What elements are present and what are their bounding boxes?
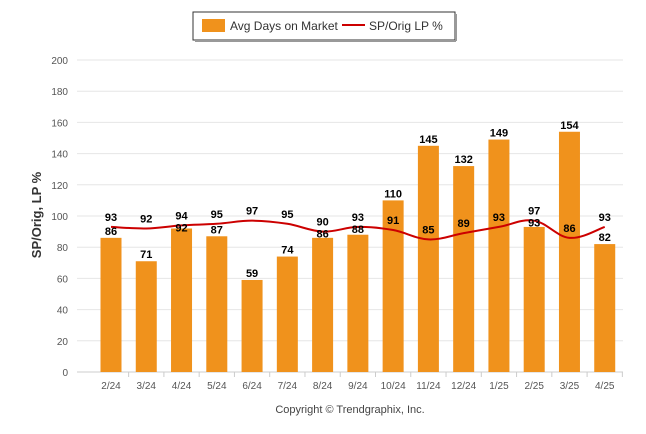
- bars: [100, 131, 616, 372]
- x-tick-label: 7/24: [278, 381, 298, 392]
- y-tick-label: 200: [51, 56, 68, 67]
- x-tick-label: 3/24: [137, 381, 157, 392]
- bar: [312, 237, 334, 372]
- legend-box: [192, 11, 456, 41]
- line-value-label: 97: [528, 206, 540, 218]
- x-tick-label: 4/25: [595, 381, 615, 392]
- bar-value-label: 132: [454, 154, 472, 166]
- bar: [171, 228, 193, 372]
- legend-label-bar: Avg Days on Market: [230, 19, 338, 33]
- x-tick-label: 1/25: [489, 381, 509, 392]
- x-tick-label: 8/24: [313, 381, 333, 392]
- bar-value-label: 82: [599, 232, 611, 244]
- y-tick-label: 60: [57, 274, 69, 285]
- bar: [347, 234, 369, 372]
- bar: [100, 237, 122, 372]
- bar-value-label: 110: [384, 188, 402, 200]
- y-tick-label: 100: [51, 212, 68, 223]
- legend: Avg Days on Market SP/Orig LP %: [192, 11, 457, 42]
- y-axis-ticks: 0 20 40 60 80 100 120 140 160 180 200: [51, 56, 68, 379]
- bar: [276, 256, 298, 372]
- bar-value-label: 88: [352, 224, 364, 236]
- legend-label-line: SP/Orig LP %: [369, 19, 443, 33]
- y-tick-label: 160: [51, 118, 68, 129]
- legend-swatch-bar: [202, 19, 225, 32]
- line-value-label: 95: [211, 209, 223, 221]
- line-value-label: 92: [140, 213, 152, 225]
- x-tick-label: 4/24: [172, 381, 192, 392]
- bar: [594, 244, 616, 372]
- line-series-path: [110, 219, 606, 241]
- bar: [206, 236, 228, 372]
- bar-value-label: 86: [316, 229, 328, 241]
- bar: [241, 279, 263, 372]
- bar-value-label: 71: [140, 249, 152, 261]
- x-tick-label: 11/24: [416, 381, 441, 392]
- bar: [135, 261, 157, 372]
- bar-value-label: 154: [560, 120, 579, 132]
- x-axis-ticks: 2/24 3/24 4/24 5/24 6/24 7/24 8/24 9/24 10/24 11/…: [101, 372, 623, 392]
- bar: [558, 131, 580, 372]
- y-tick-label: 0: [62, 368, 68, 379]
- line-value-label: 95: [281, 209, 293, 221]
- bar: [523, 226, 545, 372]
- x-tick-label: 6/24: [242, 381, 262, 392]
- bar-value-label: 149: [490, 128, 508, 140]
- y-tick-label: 140: [51, 150, 68, 161]
- bar: [417, 145, 439, 372]
- y-tick-label: 40: [57, 306, 69, 317]
- x-tick-label: 5/24: [207, 381, 227, 392]
- bar-value-label: 145: [419, 134, 437, 146]
- line-value-label: 90: [316, 217, 328, 229]
- line-value-label: 93: [493, 212, 505, 224]
- bar-value-label: 87: [211, 224, 223, 236]
- y-tick-label: 80: [57, 243, 69, 254]
- y-tick-label: 180: [51, 87, 68, 98]
- line-value-label: 94: [175, 210, 188, 222]
- y-tick-label: 120: [51, 181, 68, 192]
- copyright-credit: Copyright © Trendgraphix, Inc.: [275, 404, 424, 416]
- line-value-label: 93: [599, 212, 611, 224]
- bar: [453, 166, 475, 372]
- bar-value-label: 74: [281, 245, 294, 257]
- line-value-label: 86: [563, 223, 575, 235]
- line-value-label: 89: [458, 218, 470, 230]
- bar-value-label: 59: [246, 268, 258, 280]
- x-tick-label: 12/24: [451, 381, 476, 392]
- x-tick-label: 3/25: [560, 381, 580, 392]
- bar-value-label: 86: [105, 226, 117, 238]
- bar: [382, 200, 404, 372]
- line-value-label: 97: [246, 206, 258, 218]
- data-labels: 8693719292948795599774958690889311091145…: [105, 120, 611, 280]
- x-tick-label: 2/25: [524, 381, 544, 392]
- line-value-label: 93: [105, 212, 117, 224]
- bar-value-label: 92: [175, 222, 187, 234]
- line-value-label: 91: [387, 215, 399, 227]
- x-tick-label: 9/24: [348, 381, 368, 392]
- bar: [488, 139, 510, 372]
- y-axis-title: SP/Orig, LP %: [29, 171, 44, 258]
- y-tick-label: 20: [57, 337, 69, 348]
- line-value-label: 85: [422, 224, 434, 236]
- line-value-label: 93: [352, 212, 364, 224]
- x-tick-label: 10/24: [381, 381, 406, 392]
- x-tick-label: 2/24: [101, 381, 121, 392]
- bar-value-label: 93: [528, 218, 540, 230]
